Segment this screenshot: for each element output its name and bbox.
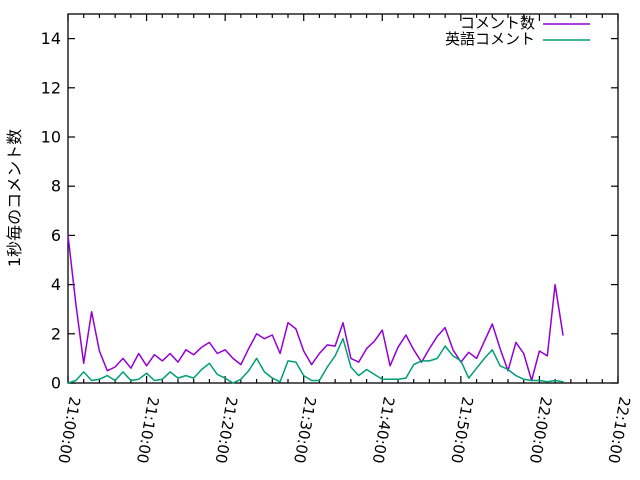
y-tick-label: 12	[41, 78, 61, 97]
y-tick-labels: 0 2 4 6 8 10 12 14	[41, 29, 61, 392]
x-tick-label: 21:40:00	[369, 395, 398, 464]
x-tick-label: 21:20:00	[212, 395, 241, 464]
x-tick-label: 22:10:00	[604, 395, 633, 464]
x-tick-label: 21:50:00	[447, 395, 476, 464]
legend-label-english-comments: 英語コメント	[445, 30, 535, 48]
y-tick-label: 4	[51, 275, 61, 294]
series-english-comments-line	[67, 337, 564, 384]
y-tick-label: 0	[51, 374, 61, 393]
x-tick-label: 22:00:00	[526, 395, 555, 464]
x-tick-label: 21:00:00	[54, 395, 83, 464]
y-tick-label: 10	[41, 128, 61, 147]
y-tick-label: 2	[51, 324, 61, 343]
y-axis-title: 1秒毎のコメント数	[5, 129, 24, 267]
legend-label-comments: コメント数	[460, 14, 535, 32]
x-tick-labels: 21:00:00 21:10:00 21:20:00 21:30:00 21:40:00…	[54, 395, 633, 464]
y-tick-label: 14	[41, 29, 61, 48]
legend: コメント数 英語コメント	[445, 14, 590, 48]
plot-border	[67, 13, 619, 384]
series-comments-line	[67, 234, 564, 382]
y-tick-label: 6	[51, 226, 61, 245]
x-tick-label: 21:30:00	[290, 395, 319, 464]
axis-ticks	[67, 14, 619, 384]
y-tick-label: 8	[51, 177, 61, 196]
x-tick-label: 21:10:00	[133, 395, 162, 464]
